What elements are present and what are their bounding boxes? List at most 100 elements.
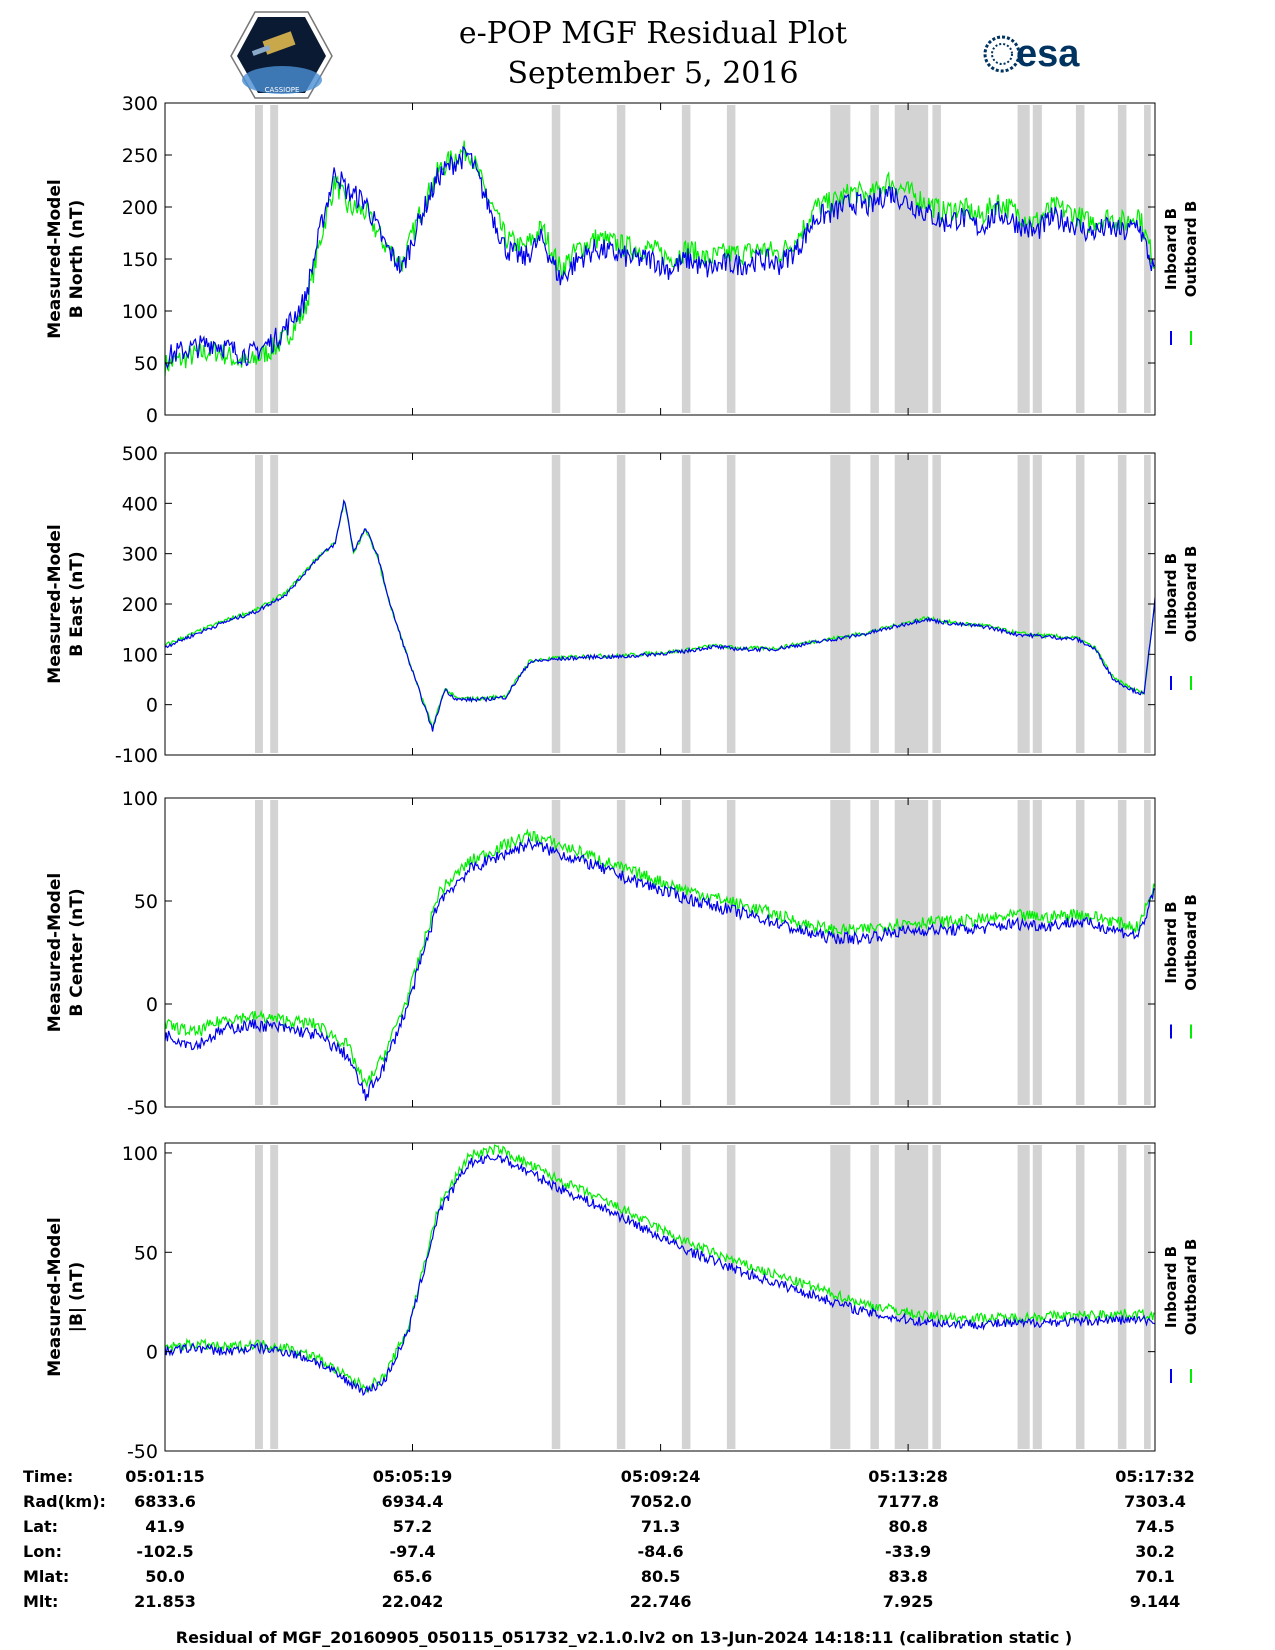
data-gap-band [1144, 1145, 1151, 1449]
ephemeris-value: 41.9 [145, 1517, 184, 1536]
data-gap-band [1075, 800, 1085, 1105]
ephemeris-row-label: Mlt: [23, 1592, 58, 1611]
data-gap-band [1144, 800, 1151, 1105]
plot-title: e-POP MGF Residual Plot [459, 16, 847, 51]
y-tick-label: 0 [146, 994, 158, 1016]
ephemeris-value: 70.1 [1135, 1567, 1174, 1586]
y-axis-label: Measured-Model |B| (nT) [45, 1217, 87, 1376]
data-gap-band [830, 455, 851, 753]
ephemeris-value: 30.2 [1135, 1542, 1174, 1561]
y-axis-label: Measured-Model B East (nT) [45, 524, 87, 683]
legend-label-inboard: Inboard B [1162, 208, 1180, 290]
ephemeris-row-label: Lat: [23, 1517, 58, 1536]
ephemeris-value: -102.5 [136, 1542, 193, 1561]
legend: Inboard B Outboard B [1162, 894, 1200, 1039]
panel-b-center: -50 0 50 100 Measured-Model B Center (nT) Inbo… [45, 788, 1200, 1119]
ephemeris-value: 57.2 [393, 1517, 432, 1536]
data-gap-band [932, 800, 941, 1105]
data-gap-band [1032, 800, 1042, 1105]
data-gap-band [1144, 455, 1151, 753]
data-gap-band [726, 1145, 736, 1449]
plot-frame [164, 452, 1156, 756]
data-gap-band [894, 105, 929, 413]
y-tick-label: 250 [122, 145, 158, 167]
ephemeris-value: 7052.0 [630, 1492, 692, 1511]
data-gap-band [1017, 800, 1030, 1105]
data-gap-band [1117, 1145, 1127, 1449]
data-gap-band [270, 455, 279, 753]
data-gap-band [255, 455, 263, 753]
ephemeris-value: 05:13:28 [868, 1467, 948, 1486]
y-tick-label: 100 [122, 301, 158, 323]
ephemeris-value: 50.0 [145, 1567, 184, 1586]
legend-label-inboard: Inboard B [1162, 901, 1180, 983]
legend: Inboard B Outboard B [1162, 1239, 1200, 1383]
footer-caption: Residual of MGF_20160905_050115_051732_v… [176, 1628, 1072, 1647]
data-gap-band [681, 800, 691, 1105]
legend-label-outboard: Outboard B [1182, 1239, 1200, 1336]
series-line-outboard [165, 1144, 1155, 1393]
y-axis-label: Measured-Model B Center (nT) [45, 873, 87, 1032]
plot-date: September 5, 2016 [507, 56, 798, 91]
ephemeris-value: 05:05:19 [373, 1467, 453, 1486]
y-tick-label: 0 [146, 695, 158, 717]
series-line-outboard [165, 140, 1155, 377]
y-tick-label: 0 [146, 1342, 158, 1364]
data-gap-band [870, 105, 879, 413]
ephemeris-value: 7303.4 [1124, 1492, 1186, 1511]
data-gap-band [830, 105, 851, 413]
data-gap-band [551, 455, 561, 753]
data-gap-band [1075, 105, 1085, 413]
y-tick-label: 0 [146, 405, 158, 427]
ephemeris-value: 71.3 [641, 1517, 680, 1536]
data-gap-band [1017, 105, 1030, 413]
ephemeris-value: 80.5 [641, 1567, 680, 1586]
y-tick-label: 200 [122, 197, 158, 219]
data-gap-band [1117, 105, 1127, 413]
data-gap-band [870, 455, 879, 753]
data-gap-band [255, 800, 263, 1105]
y-tick-label: -50 [127, 1441, 158, 1463]
data-gap-band [894, 455, 929, 753]
ephemeris-value: 7177.8 [877, 1492, 939, 1511]
y-tick-label: 100 [122, 644, 158, 666]
data-gap-band [1017, 1145, 1030, 1449]
series-line-inboard [165, 1153, 1155, 1397]
series-line-outboard [165, 500, 1155, 730]
y-tick-label: 50 [134, 353, 158, 375]
ephemeris-row-label: Mlat: [23, 1567, 69, 1586]
legend: Inboard B Outboard B [1162, 546, 1200, 690]
data-gap-band [681, 1145, 691, 1449]
data-gap-band [255, 105, 263, 413]
data-gap-band [270, 800, 279, 1105]
y-tick-label: 300 [122, 93, 158, 115]
legend-label-inboard: Inboard B [1162, 553, 1180, 635]
mission-badge-text: CASSIOPE [265, 86, 300, 94]
series-line-inboard [165, 836, 1155, 1101]
data-gap-band [1032, 105, 1042, 413]
data-gap-band [1144, 105, 1151, 413]
ephemeris-value: 05:17:32 [1115, 1467, 1195, 1486]
data-gap-band [255, 1145, 263, 1449]
data-gap-band [681, 455, 691, 753]
data-gap-band [726, 455, 736, 753]
y-tick-label: 200 [122, 594, 158, 616]
esa-logo-text: esa [1016, 33, 1080, 75]
data-gap-band [551, 800, 561, 1105]
plot-panels: 0 50 100 150 200 250 300 Measured-Model B North … [45, 93, 1200, 1463]
y-tick-label: -100 [115, 745, 158, 767]
data-gap-band [726, 800, 736, 1105]
ephemeris-row-label: Lon: [23, 1542, 62, 1561]
data-gap-band [1075, 455, 1085, 753]
legend: Inboard B Outboard B [1162, 201, 1200, 345]
series-line-inboard [165, 498, 1155, 732]
y-tick-label: 500 [122, 443, 158, 465]
y-axis-label: Measured-Model B North (nT) [45, 179, 87, 338]
series-line-outboard [165, 828, 1155, 1089]
data-gap-band [870, 1145, 879, 1449]
ephemeris-value: 80.8 [888, 1517, 927, 1536]
data-gap-band [1117, 455, 1127, 753]
data-gap-band [270, 105, 279, 413]
y-tick-label: 150 [122, 249, 158, 271]
ephemeris-row-label: Rad(km): [23, 1492, 106, 1511]
